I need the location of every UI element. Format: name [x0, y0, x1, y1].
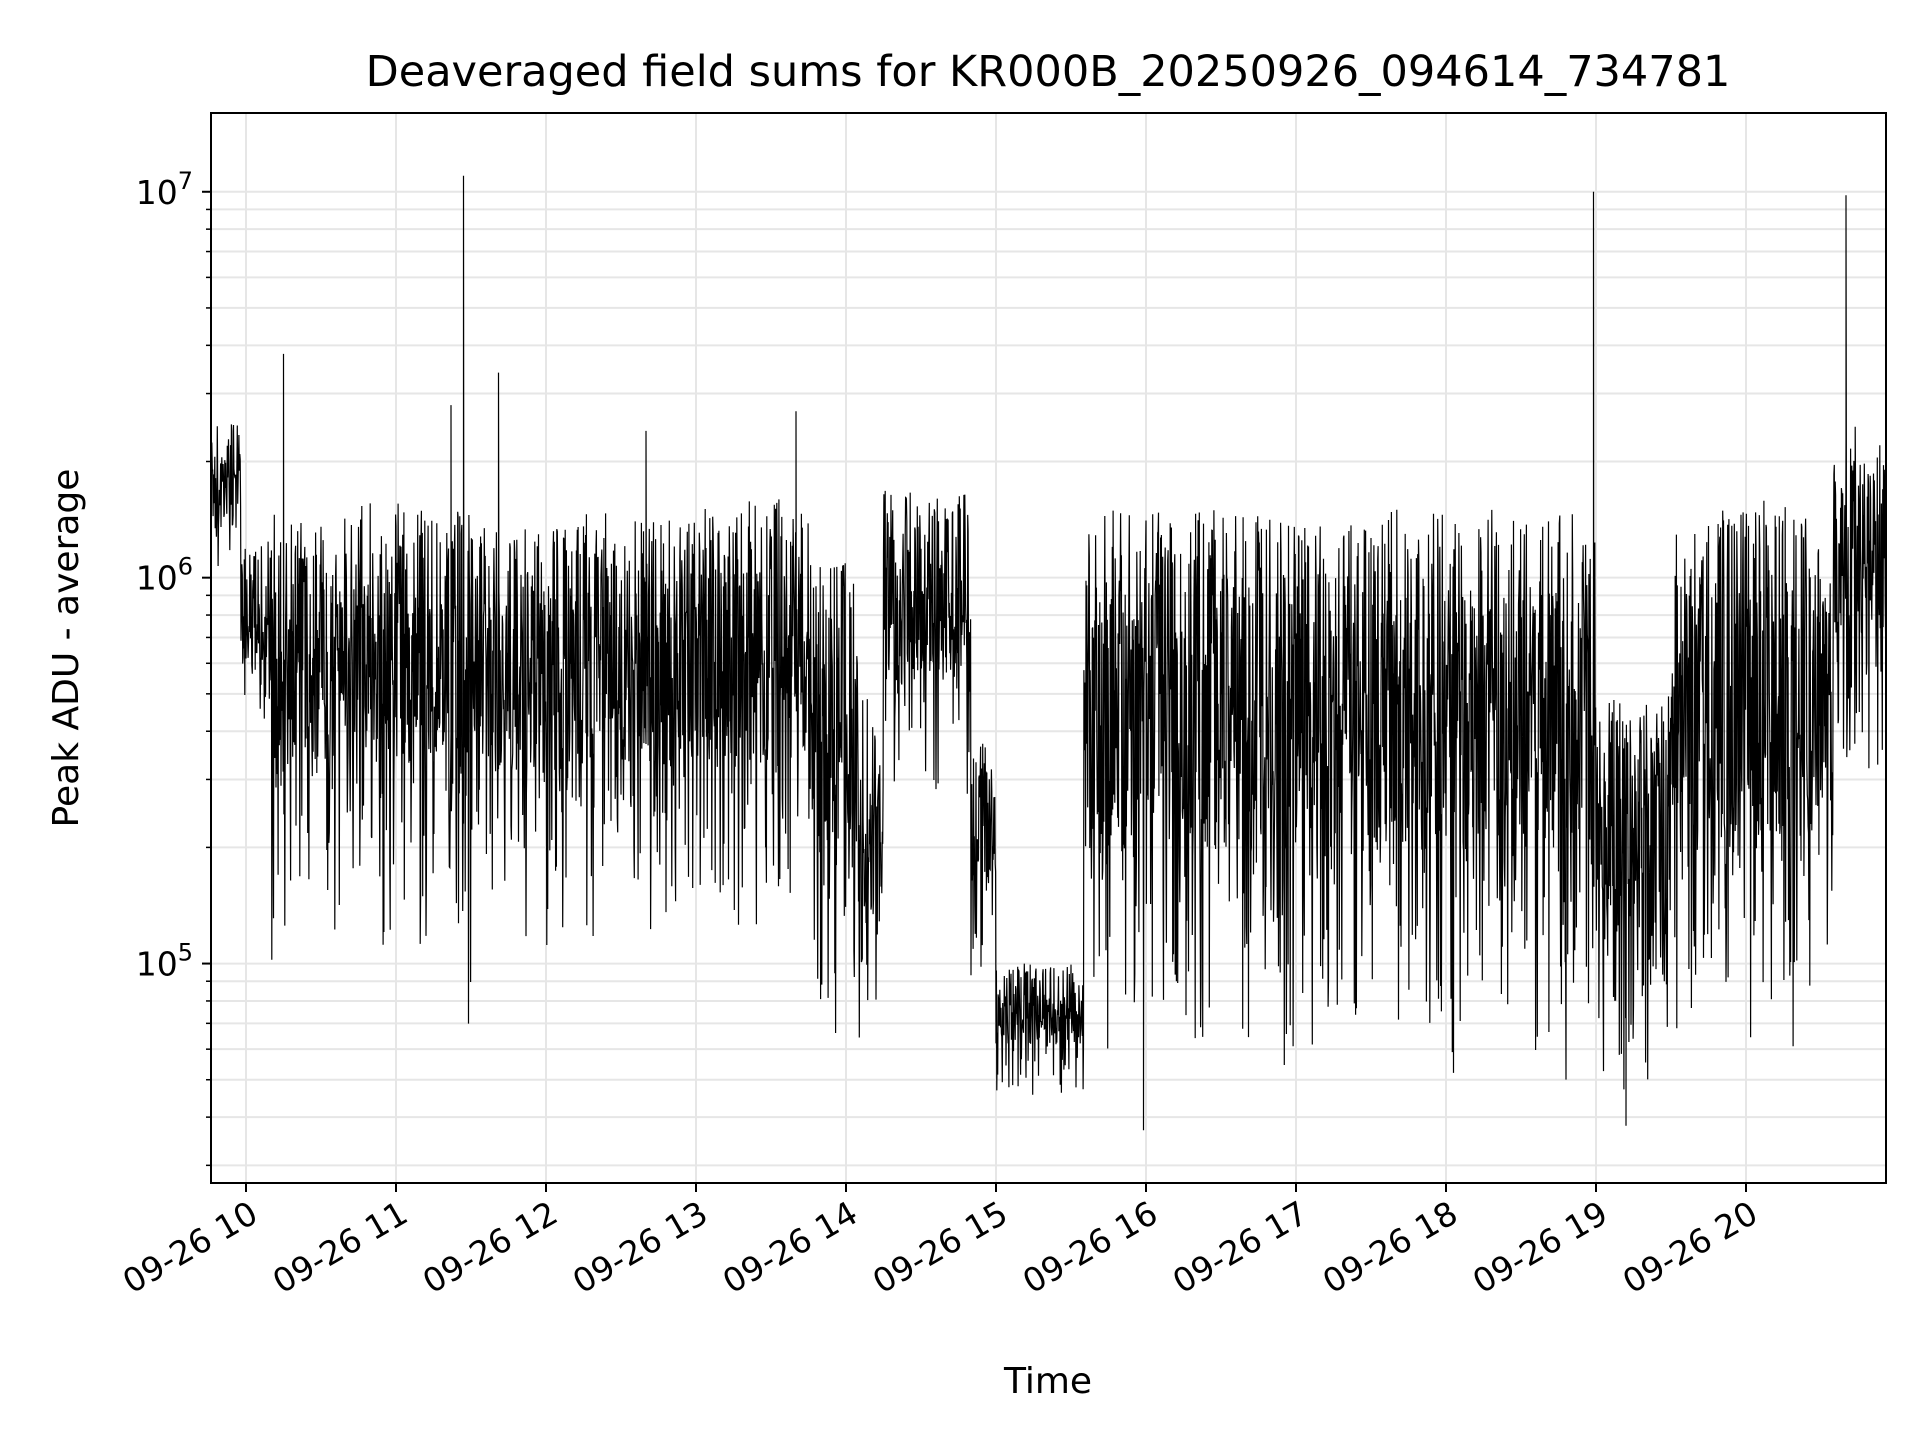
- x-axis-label: Time: [1003, 1361, 1092, 1402]
- series-line: [210, 175, 1887, 1131]
- y-tick-label: 105: [136, 939, 193, 984]
- plot-frame: [210, 112, 1887, 1184]
- y-axis-label: Peak ADU - average: [46, 469, 87, 828]
- y-tick-label: 106: [136, 553, 193, 598]
- y-tick-label: 107: [136, 167, 193, 212]
- grid-layer: [211, 113, 1886, 1183]
- series-layer: [210, 175, 1887, 1131]
- chart-title: Deaveraged field sums for KR000B_2025092…: [366, 47, 1731, 97]
